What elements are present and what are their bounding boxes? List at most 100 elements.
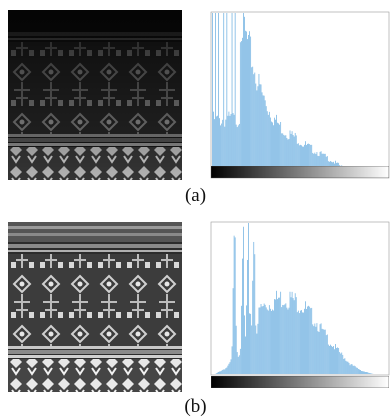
histogram-bar — [322, 153, 324, 177]
histogram-bar — [335, 344, 336, 374]
histogram-bar — [218, 371, 219, 374]
histogram-bar — [340, 353, 342, 374]
histogram-bar — [315, 154, 317, 177]
histogram-bar — [369, 372, 371, 374]
histogram-bar — [355, 367, 357, 374]
histogram-bar — [314, 323, 316, 374]
histogram-bar — [232, 288, 234, 374]
histogram-bar — [220, 125, 221, 177]
textile-image-enhanced — [8, 222, 182, 392]
histogram-bar — [231, 346, 233, 374]
histogram-bar — [322, 329, 324, 374]
histogram-bar — [294, 293, 296, 374]
histogram-bar — [258, 307, 260, 374]
histogram-bar — [357, 368, 359, 374]
histogram-bar — [327, 344, 329, 374]
histogram-bar — [228, 363, 230, 374]
histogram-bar — [325, 335, 327, 374]
histogram-bar — [236, 352, 238, 374]
histogram-bar — [304, 308, 305, 374]
histogram-bar — [292, 298, 294, 374]
histogram-bar — [288, 307, 290, 374]
histogram-bar — [361, 370, 362, 374]
histogram-bar — [280, 121, 282, 177]
histogram-bar — [239, 42, 241, 178]
histogram-bar — [229, 115, 231, 177]
histogram-bar — [245, 30, 246, 178]
histogram-bar — [278, 123, 279, 177]
histogram-bar — [239, 348, 241, 374]
histogram-bar — [240, 41, 242, 177]
histogram-bar — [367, 372, 369, 374]
histogram-bar — [368, 372, 370, 374]
histogram-bar — [302, 146, 303, 177]
histogram-bar — [347, 361, 349, 374]
histogram-bar — [237, 125, 239, 177]
histogram-bar — [321, 328, 323, 374]
histogram-bar — [312, 152, 314, 177]
histogram-bar — [264, 100, 266, 177]
histogram-bar — [244, 315, 245, 374]
histogram-bar — [258, 73, 260, 177]
histogram-bar — [275, 119, 276, 177]
histogram-bar — [274, 299, 275, 374]
histogram-bar — [256, 90, 258, 177]
histogram-bar — [230, 359, 232, 374]
histogram-bar — [345, 360, 347, 374]
histogram-bar — [238, 123, 240, 177]
histogram-bar — [330, 344, 331, 374]
histogram-bar — [219, 118, 220, 177]
histogram-bar — [248, 223, 249, 374]
histogram-bar — [259, 84, 261, 177]
histogram-bar — [265, 106, 267, 177]
histogram-bar — [291, 131, 293, 177]
histogram-bar — [244, 16, 245, 177]
histogram-bar — [250, 36, 252, 177]
histogram-bar — [297, 143, 299, 177]
histogram-bar — [267, 310, 269, 374]
histogram-bar — [242, 258, 243, 374]
histogram-bar — [235, 124, 237, 177]
histogram-bar — [298, 145, 300, 177]
histogram-bar — [336, 348, 337, 374]
histogram-bar — [227, 365, 229, 374]
histogram-bar — [334, 349, 335, 374]
histogram-bar — [213, 111, 214, 177]
histogram-bar — [276, 114, 277, 177]
histogram-bar — [320, 323, 322, 374]
histogram-bar — [232, 113, 234, 177]
histogram-bar — [337, 347, 338, 374]
histogram-bar — [216, 116, 217, 177]
histogram-bar — [296, 143, 298, 177]
histogram-bar — [348, 362, 350, 374]
histogram-bar — [268, 111, 270, 177]
histogram-bar — [237, 356, 239, 374]
histogram-bar — [233, 114, 235, 177]
histogram-bar — [234, 13, 236, 177]
histogram-bar — [230, 114, 232, 177]
textile-image-original — [8, 10, 182, 180]
histogram-bar — [351, 364, 353, 374]
dark-ikat-textile-image — [8, 10, 182, 180]
histogram-bar — [292, 135, 294, 177]
histogram-bar — [265, 307, 267, 374]
histogram-chart-original — [210, 11, 390, 179]
histogram-bar — [366, 372, 367, 374]
histogram-bar — [313, 153, 315, 177]
histogram-bar — [245, 336, 246, 374]
histogram-bar — [219, 371, 220, 374]
histogram-bar — [320, 151, 322, 177]
histogram-bar — [238, 355, 240, 374]
histogram-bar — [287, 139, 289, 177]
histogram-bar — [243, 13, 244, 177]
histogram-bar — [272, 309, 273, 374]
histogram-bar — [309, 144, 311, 177]
histogram-bar — [281, 133, 283, 177]
histogram-bar — [216, 373, 217, 374]
histogram-bar — [306, 309, 307, 374]
histogram-bar — [285, 303, 287, 374]
histogram-bar — [289, 291, 291, 374]
histogram-bar — [271, 121, 272, 177]
histogram-bar — [300, 144, 301, 177]
histogram-bar — [276, 290, 277, 374]
